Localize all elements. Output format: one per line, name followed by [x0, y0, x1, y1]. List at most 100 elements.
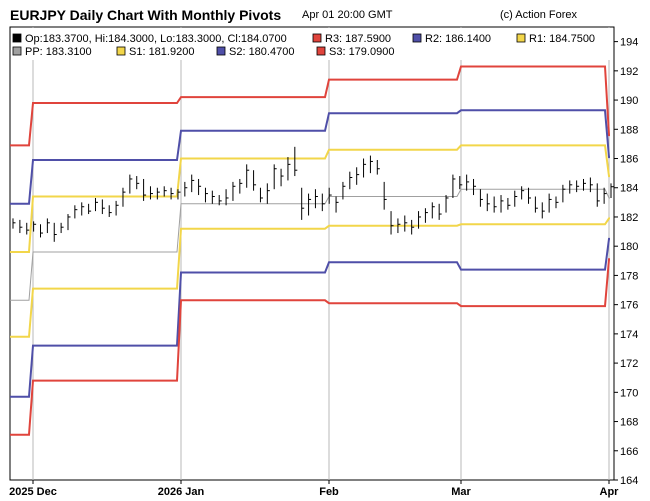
ohlc-bar: [342, 181, 346, 200]
legend-swatch-s2: [216, 46, 226, 56]
ohlc-bar: [390, 211, 394, 235]
ohlc-bar: [39, 224, 43, 238]
ohlc-bar: [12, 218, 16, 229]
legend-label-s2: S2: 180.4700: [229, 46, 294, 58]
pivot-line-pp: [10, 188, 610, 301]
ohlc-bar: [438, 203, 442, 220]
ohlc-bar: [163, 186, 167, 197]
ohlc-bar: [479, 189, 483, 207]
ohlc-bar: [301, 187, 305, 220]
plot-frame: [9, 26, 615, 481]
ohlc-bar: [74, 205, 78, 219]
ohlc-bar: [184, 181, 188, 197]
chart-title: EURJPY Daily Chart With Monthly Pivots: [10, 7, 282, 23]
y-tick-label: 164: [620, 475, 638, 487]
y-tick-label: 186: [620, 154, 638, 166]
ohlc-bar: [26, 222, 30, 235]
ohlc-bar: [500, 195, 504, 213]
legend-swatch-r2: [412, 33, 422, 43]
x-tick-label: 2026 Jan: [158, 486, 205, 498]
ohlc-bar: [514, 190, 518, 207]
ohlc-bar: [280, 168, 284, 187]
ohlc-bar: [156, 187, 160, 200]
ohlc-bar: [259, 187, 263, 203]
y-tick-label: 188: [620, 124, 638, 136]
ohlc-bar: [204, 187, 208, 203]
ohlc-bar: [335, 196, 339, 213]
ohlc-bar: [122, 187, 126, 207]
ohlc-bar: [177, 189, 181, 200]
ohlc-bar: [349, 171, 353, 190]
ohlc-bar: [493, 196, 497, 213]
ohlc-bar: [411, 219, 415, 235]
ohlc-bar: [376, 159, 380, 175]
y-tick-label: 168: [620, 417, 638, 429]
ohlc-bar: [266, 183, 270, 204]
ohlc-bar: [486, 193, 490, 212]
ohlc-bar: [397, 218, 401, 234]
ohlc-bar: [115, 200, 119, 216]
y-tick-label: 176: [620, 300, 638, 312]
ohlc-bar: [232, 181, 236, 201]
ohlc-bar: [445, 195, 449, 213]
ohlc-bar: [548, 193, 552, 213]
ohlc-bar: [129, 174, 133, 194]
x-tick-label: Mar: [451, 486, 471, 498]
legend-swatch-r3: [312, 33, 322, 43]
y-tick-label: 178: [620, 270, 638, 282]
ohlc-bar: [218, 195, 222, 206]
ohlc-bar: [576, 180, 580, 193]
ohlc-bar: [321, 193, 325, 212]
ohlc-bar: [191, 174, 195, 193]
ohlc-bar: [225, 189, 229, 206]
ohlc-bar: [314, 189, 318, 209]
ohlc-bar: [363, 158, 367, 178]
ohlc-bar: [589, 177, 593, 193]
legend-label-r2: R2: 186.1400: [425, 33, 491, 45]
ohlc-bar: [294, 146, 298, 177]
legend-label-pp: PP: 183.3100: [25, 46, 92, 58]
ohlc-bar: [452, 174, 456, 198]
ohlc-bar: [507, 197, 511, 210]
ohlc-bar: [60, 222, 64, 234]
ohlc-bar: [541, 202, 545, 219]
y-tick-label: 190: [620, 95, 638, 107]
ohlc-bar: [569, 180, 573, 194]
legend-swatch-s1: [116, 46, 126, 56]
legend-label-s3: S3: 179.0900: [329, 46, 394, 58]
y-tick-label: 170: [620, 387, 638, 399]
legend-box: [11, 28, 613, 60]
ohlc-bar: [418, 211, 422, 229]
x-tick-label: Feb: [319, 486, 339, 498]
pivot-line-s3: [10, 258, 610, 436]
ohlc-bar: [383, 181, 387, 210]
pivot-line-s2: [10, 237, 610, 398]
ohlc-bar: [404, 215, 408, 232]
chart-timestamp: Apr 01 20:00 GMT: [302, 9, 393, 21]
y-tick-label: 182: [620, 212, 638, 224]
ohlc-bar: [149, 186, 153, 200]
y-tick-label: 166: [620, 446, 638, 458]
y-tick-label: 180: [620, 241, 638, 253]
x-tick-label: Apr: [600, 486, 620, 498]
y-tick-label: 184: [620, 183, 638, 195]
ohlc-bar: [67, 214, 71, 231]
pivot-line-s1: [10, 217, 610, 338]
legend-swatch-pp: [12, 46, 22, 56]
ohlc-bar: [198, 178, 202, 196]
ohlc-bar: [610, 183, 614, 198]
ohlc-bar: [211, 190, 215, 204]
y-tick-label: 174: [620, 329, 638, 341]
pivot-line-r1: [10, 144, 610, 253]
ohlc-bar: [534, 196, 538, 213]
ohlc-bar: [253, 170, 257, 191]
ohlc-bar: [287, 157, 291, 181]
ohlc-bar: [596, 183, 600, 207]
legend-swatch-r1: [516, 33, 526, 43]
ohlc-bar: [431, 202, 435, 219]
ohlc-bar: [94, 197, 98, 212]
ohlc-bar: [81, 202, 85, 216]
ohlc-bar: [88, 203, 92, 215]
ohlc-bar: [170, 187, 174, 200]
ohlc-bar: [246, 164, 250, 188]
